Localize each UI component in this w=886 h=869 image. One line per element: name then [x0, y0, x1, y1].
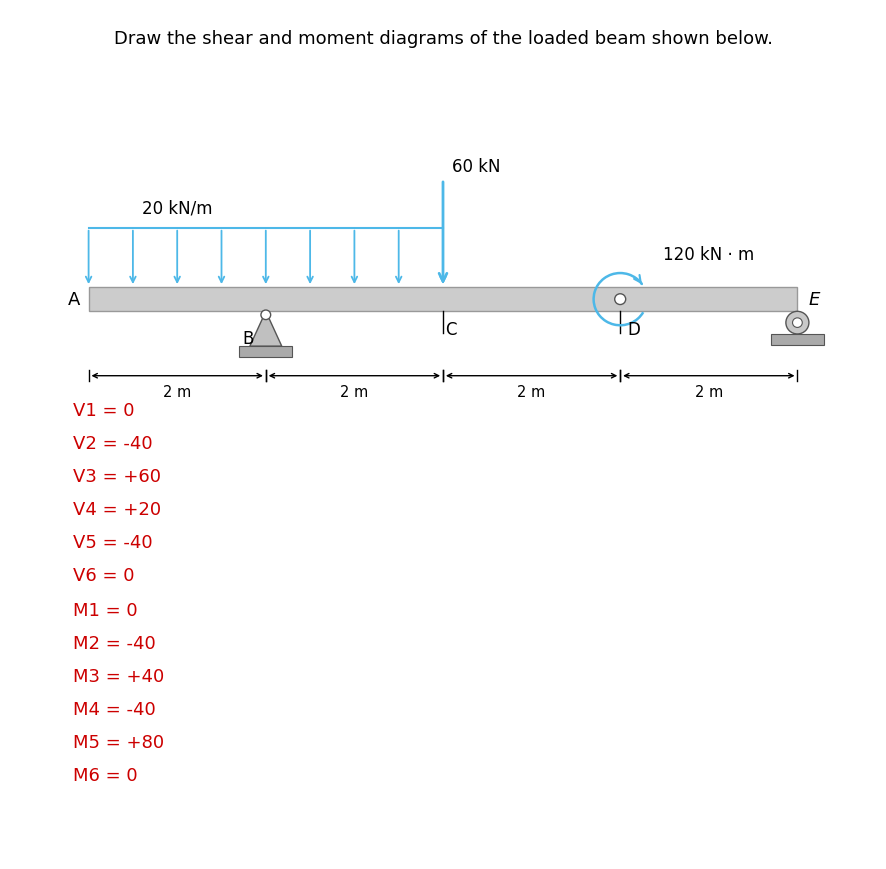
Text: 60 kN: 60 kN: [452, 157, 501, 176]
Text: 2 m: 2 m: [517, 385, 546, 400]
Text: 2 m: 2 m: [163, 385, 191, 400]
Text: M5 = +80: M5 = +80: [73, 733, 164, 752]
Text: A: A: [67, 291, 80, 308]
Text: 2 m: 2 m: [695, 385, 723, 400]
FancyBboxPatch shape: [89, 288, 797, 312]
Text: B: B: [243, 329, 253, 348]
FancyBboxPatch shape: [239, 347, 292, 358]
Text: 2 m: 2 m: [340, 385, 369, 400]
Circle shape: [786, 312, 809, 335]
Text: 120 kN · m: 120 kN · m: [663, 246, 754, 263]
Text: D: D: [627, 321, 641, 339]
Text: V1 = 0: V1 = 0: [73, 401, 134, 420]
Text: V2 = -40: V2 = -40: [73, 434, 152, 453]
Text: V4 = +20: V4 = +20: [73, 501, 160, 519]
Text: M3 = +40: M3 = +40: [73, 667, 164, 686]
Text: M1 = 0: M1 = 0: [73, 601, 137, 620]
Circle shape: [792, 318, 803, 328]
Text: V6 = 0: V6 = 0: [73, 567, 134, 585]
Text: V3 = +60: V3 = +60: [73, 468, 160, 486]
Text: C: C: [445, 321, 456, 339]
Text: V5 = -40: V5 = -40: [73, 534, 152, 552]
Polygon shape: [250, 312, 282, 347]
Text: 20 kN/m: 20 kN/m: [142, 199, 213, 217]
Text: E: E: [808, 291, 820, 308]
Text: Draw the shear and moment diagrams of the loaded beam shown below.: Draw the shear and moment diagrams of th…: [113, 30, 773, 49]
Circle shape: [615, 295, 626, 305]
Text: M6 = 0: M6 = 0: [73, 766, 137, 785]
Text: M2 = -40: M2 = -40: [73, 634, 155, 653]
FancyBboxPatch shape: [771, 335, 824, 346]
Circle shape: [260, 310, 271, 320]
Text: M4 = -40: M4 = -40: [73, 700, 155, 719]
